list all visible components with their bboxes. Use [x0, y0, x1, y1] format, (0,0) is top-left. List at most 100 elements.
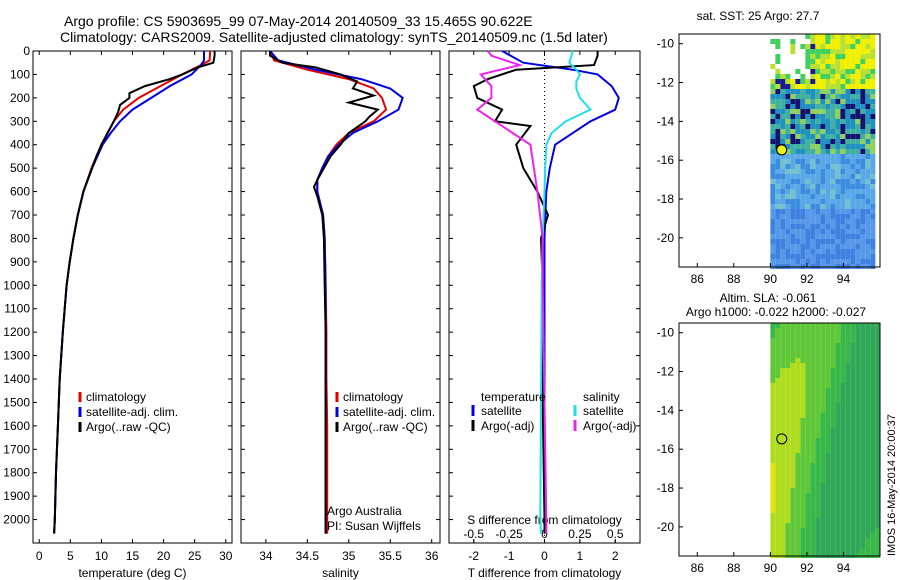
depth-tick-label: 600: [10, 185, 30, 199]
depth-tick-label: 1700: [3, 442, 30, 456]
sla-map-ytick-label: -14: [657, 403, 675, 417]
salinity-legend-label: satellite-adj. clim.: [343, 405, 435, 419]
salinity-xtick-label: 35: [342, 549, 356, 563]
salinity-axes-frame: [240, 50, 441, 544]
temperature-axes-frame: [32, 50, 233, 544]
temperature-xtick-label: 10: [95, 549, 109, 563]
salinity-xtick-label: 36: [425, 549, 439, 563]
sst-map-xtick-label: 86: [691, 272, 705, 286]
temperature-legend-label: climatology: [86, 390, 146, 404]
depth-tick-label: 1400: [3, 372, 30, 386]
salinity-xtick-label: 34: [259, 549, 273, 563]
difference-series-s-argo-adj-: [475, 50, 548, 534]
legend-t-satellite-label: satellite: [481, 404, 522, 418]
sst-map-ytick-label: -16: [657, 153, 675, 167]
sla-map-xtick-label: 90: [764, 561, 778, 575]
sla-map-xtick-label: 94: [837, 561, 851, 575]
sst-map-ytick-label: -10: [657, 37, 675, 51]
sst-map-ytick-label: -20: [657, 231, 675, 245]
depth-tick-label: 1000: [3, 278, 30, 292]
temperature-xtick-label: 25: [188, 549, 202, 563]
depth-tick-label: 1500: [3, 395, 30, 409]
depth-tick-label: 1200: [3, 325, 30, 339]
annotation-owner: Argo Australia: [327, 504, 402, 518]
depth-tick-label: 200: [10, 91, 30, 105]
sla-map-ytick-label: -18: [657, 481, 675, 495]
sla-map-argo-position-marker: [776, 433, 788, 445]
sst-map-ytick-label: -12: [657, 76, 675, 90]
difference-xlabel: T difference from climatology: [468, 566, 622, 580]
s-diff-tick-label: 0.5: [607, 527, 624, 541]
difference-xtick-label: 0: [541, 549, 548, 563]
depth-tick-label: 2000: [3, 513, 30, 527]
temperature-xtick-label: 30: [219, 549, 233, 563]
salinity-xtick-label: 35.5: [379, 549, 403, 563]
depth-tick-label: 0: [23, 44, 30, 58]
depth-tick-label: 100: [10, 67, 30, 81]
sla-map-ytick-label: -20: [657, 520, 675, 534]
depth-tick-label: 1100: [4, 302, 30, 316]
sst-map-frame: [678, 33, 881, 268]
depth-tick-label: 300: [10, 114, 30, 128]
difference-xtick-label: -1: [504, 549, 515, 563]
depth-tick-label: 900: [10, 255, 30, 269]
imos-timestamp: IMOS 16-May-2014 20:00:37: [886, 414, 898, 556]
sla-map-title: Altim. SLA: -0.061: [720, 291, 817, 305]
depth-tick-label: 800: [10, 231, 30, 245]
plot-title-line2: Climatology: CARS2009. Satellite-adjuste…: [60, 29, 608, 45]
legend-temperature-header: temperature: [481, 390, 546, 404]
sla-map-xtick-label: 88: [727, 561, 741, 575]
s-diff-tick-label: -0.25: [495, 527, 523, 541]
sst-map-title: sat. SST: 25 Argo: 27.7: [697, 9, 820, 23]
temperature-legend-label: Argo(..raw -QC): [86, 420, 171, 434]
sst-map-field: [770, 34, 876, 269]
temperature-series-argo-raw-qc-: [53, 51, 216, 534]
difference-xtick-label: 1: [577, 549, 584, 563]
temperature-xtick-label: 20: [157, 549, 171, 563]
depth-tick-label: 400: [10, 138, 30, 152]
sla-map-field: [770, 323, 881, 558]
legend-s-argo-label: Argo(-adj): [583, 419, 636, 433]
legend-s-satellite-label: satellite: [583, 404, 624, 418]
sst-map-ytick-label: -18: [657, 192, 675, 206]
salinity-series-argo-raw-qc-: [269, 51, 380, 534]
s-diff-tick-label: 0: [541, 527, 548, 541]
temperature-legend-label: satellite-adj. clim.: [86, 405, 178, 419]
difference-xtick-label: 2: [612, 549, 619, 563]
sla-map-ytick-label: -12: [657, 365, 675, 379]
temperature-xtick-label: 5: [67, 549, 74, 563]
temperature-xtick-label: 0: [36, 549, 43, 563]
sst-map-xtick-label: 88: [727, 272, 741, 286]
depth-tick-label: 700: [10, 208, 30, 222]
legend-t-argo-label: Argo(-adj): [481, 419, 534, 433]
salinity-legend-label: climatology: [343, 390, 403, 404]
difference-series-s-satellite: [539, 50, 593, 534]
temperature-xlabel: temperature (deg C): [78, 566, 186, 580]
sst-map-xtick-label: 94: [837, 272, 851, 286]
temperature-xtick-label: 15: [126, 549, 140, 563]
sst-map-ytick-label: -14: [657, 114, 675, 128]
difference-xtick-label: -2: [468, 549, 479, 563]
depth-tick-label: 1600: [3, 419, 30, 433]
depth-tick-label: 500: [10, 161, 30, 175]
sla-map-xtick-label: 92: [800, 561, 814, 575]
annotation-pi: PI: Susan Wijffels: [327, 519, 421, 533]
legend-salinity-header: salinity: [583, 390, 620, 404]
sla-map-subtitle: Argo h1000: -0.022 h2000: -0.027: [686, 305, 866, 319]
sla-map-frame: [678, 322, 881, 557]
s-diff-tick-label: -0.5: [463, 527, 484, 541]
salinity-legend-label: Argo(..raw -QC): [343, 420, 428, 434]
depth-tick-label: 1300: [3, 349, 30, 363]
depth-tick-label: 1900: [3, 489, 30, 503]
s-diff-tick-label: 0.25: [568, 527, 592, 541]
sla-map-ytick-label: -10: [657, 326, 675, 340]
sst-map-xtick-label: 90: [764, 272, 778, 286]
sla-map-xtick-label: 86: [691, 561, 705, 575]
sst-map-argo-position-marker: [776, 144, 788, 156]
depth-tick-label: 1800: [3, 466, 30, 480]
sst-map-xtick-label: 92: [800, 272, 814, 286]
salinity-xlabel: salinity: [322, 566, 359, 580]
sla-map-ytick-label: -16: [657, 442, 675, 456]
plot-title-line1: Argo profile: CS 5903695_99 07-May-2014 …: [64, 13, 533, 29]
